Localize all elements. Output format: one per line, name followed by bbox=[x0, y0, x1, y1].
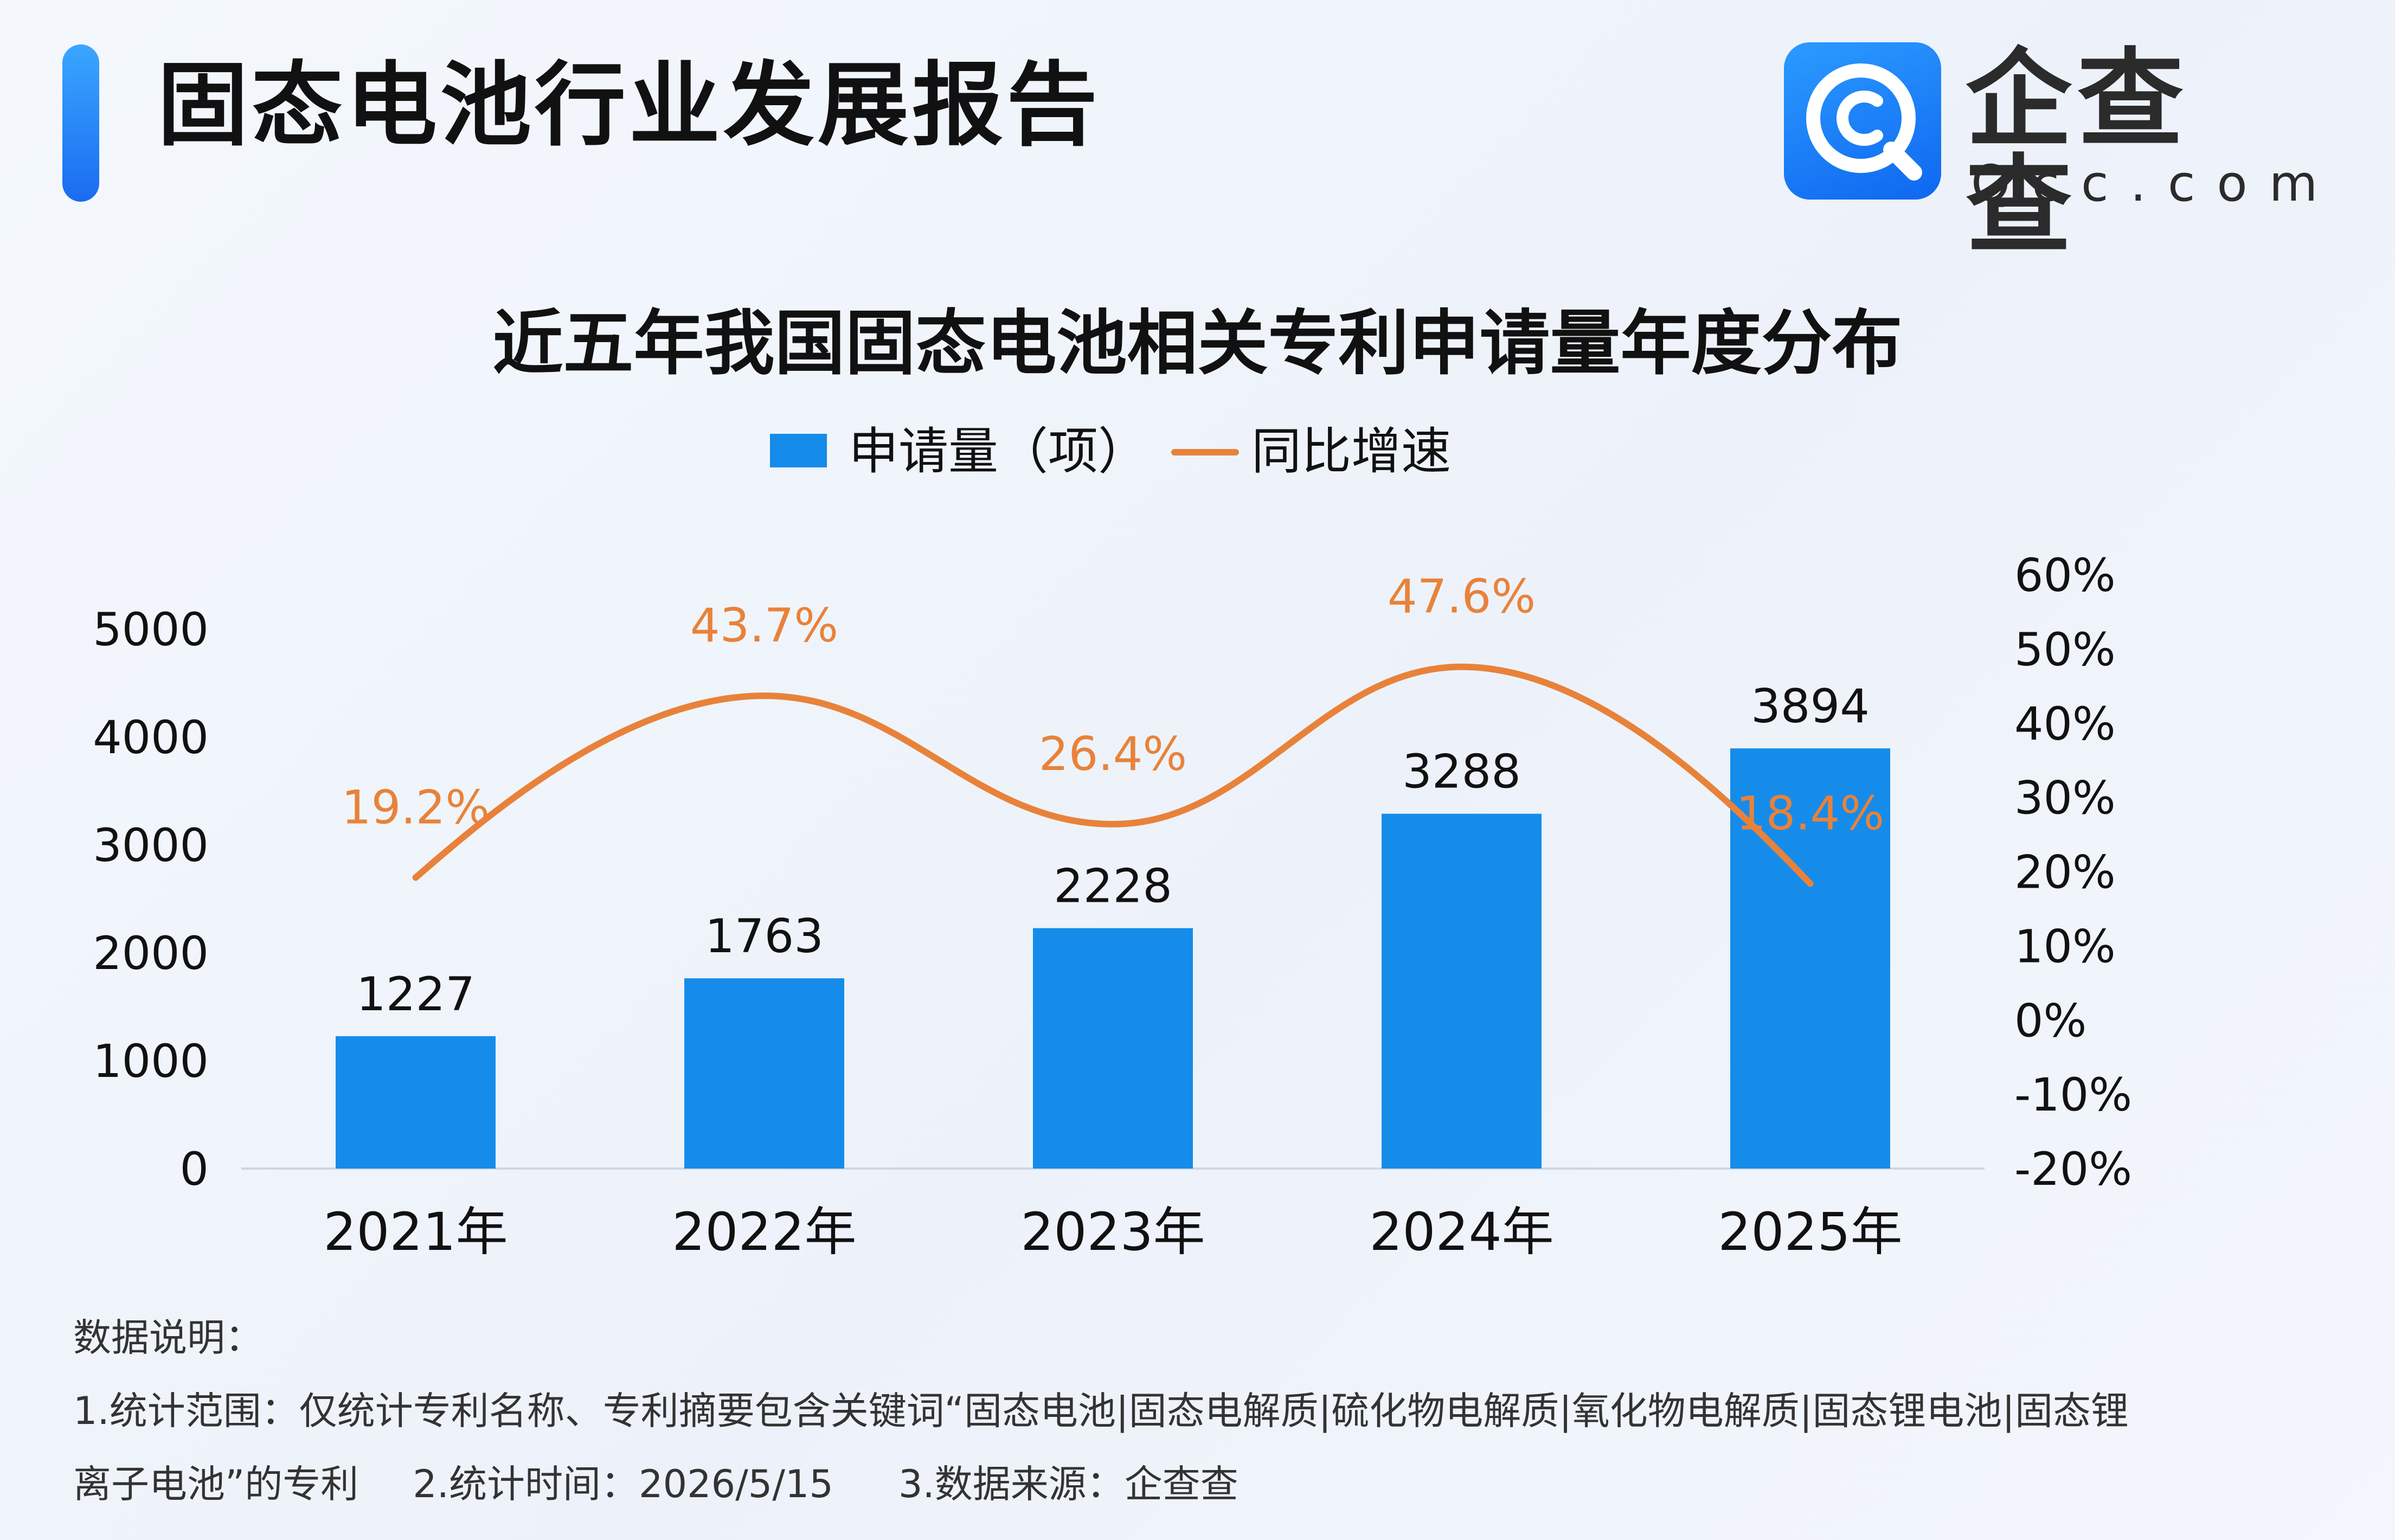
right-axis-tick-label: 30% bbox=[2014, 772, 2116, 825]
bar-value-label: 3894 bbox=[1751, 679, 1870, 734]
right-axis-ticks: -20% -10% 0% 10% 20% 30% 40% 50% 60% bbox=[2014, 549, 2132, 1196]
qcc-logo-icon bbox=[1784, 42, 1941, 200]
right-axis-tick-label: 60% bbox=[2014, 549, 2116, 602]
bar-value-label: 1227 bbox=[356, 967, 475, 1022]
bar-value-label: 2228 bbox=[1054, 859, 1172, 914]
line-value-label: 47.6% bbox=[1388, 570, 1536, 624]
x-axis-category-label: 2024年 bbox=[1369, 1202, 1553, 1262]
bar-3 bbox=[1033, 928, 1193, 1169]
right-axis-tick-label: 0% bbox=[2014, 994, 2086, 1047]
legend-swatch-line bbox=[1171, 449, 1239, 455]
bar-value-label: 3288 bbox=[1402, 745, 1521, 799]
left-axis-tick-label: 5000 bbox=[93, 603, 209, 656]
left-axis-tick-label: 1000 bbox=[93, 1035, 209, 1088]
growth-line bbox=[412, 663, 1814, 887]
right-axis-tick-label: 20% bbox=[2014, 846, 2116, 899]
line-value-label: 18.4% bbox=[1736, 786, 1884, 840]
notes-source: 3.数据来源：企查查 bbox=[898, 1462, 1238, 1506]
legend-label-line: 同比增速 bbox=[1251, 422, 1452, 480]
data-notes: 数据说明： 1.统计范围：仅统计专利名称、专利摘要包含关键词“固态电池|固态电解… bbox=[73, 1301, 2351, 1521]
x-axis-category-label: 2023年 bbox=[1020, 1202, 1205, 1262]
page-title: 固态电池行业发展报告 bbox=[157, 52, 1101, 158]
legend-swatch-bar bbox=[770, 434, 827, 467]
line-value-label: 43.7% bbox=[690, 599, 838, 653]
bar-4 bbox=[1382, 813, 1542, 1169]
line-value-label: 26.4% bbox=[1039, 727, 1187, 781]
bar-1 bbox=[336, 1036, 496, 1169]
right-axis-tick-label: -20% bbox=[2014, 1143, 2132, 1196]
left-axis-tick-label: 2000 bbox=[93, 927, 209, 980]
logo-name: 企查查 bbox=[1966, 38, 2189, 268]
line-value-labels: 19.2% 43.7% 26.4% 47.6% 18.4% bbox=[342, 570, 1884, 841]
x-axis-category-label: 2021年 bbox=[323, 1202, 508, 1262]
left-axis-tick-label: 3000 bbox=[93, 819, 209, 872]
right-axis-tick-label: 50% bbox=[2014, 623, 2116, 676]
brand-logo[interactable]: 企查查 Qcc.com bbox=[1784, 42, 2317, 259]
qcc-logo-glyph bbox=[1806, 63, 1922, 181]
left-axis-ticks: 0 1000 2000 3000 4000 5000 bbox=[93, 603, 209, 1196]
x-axis-category-label: 2025年 bbox=[1718, 1202, 1902, 1262]
header-accent-bar bbox=[62, 44, 99, 202]
bar-2 bbox=[684, 978, 844, 1169]
notes-scope-end: 离子电池”的专利 bbox=[73, 1462, 359, 1506]
bar-5 bbox=[1730, 748, 1890, 1169]
right-axis-tick-label: 40% bbox=[2014, 697, 2116, 750]
bar-series bbox=[336, 748, 1890, 1169]
x-axis-category-labels: 2021年 2022年 2023年 2024年 2025年 bbox=[323, 1202, 1902, 1262]
notes-line-1: 1.统计范围：仅统计专利名称、专利摘要包含关键词“固态电池|固态电解质|硫化物电… bbox=[73, 1389, 2129, 1433]
chart-title: 近五年我国固态电池相关专利申请量年度分布 bbox=[492, 302, 1903, 384]
left-axis-tick-label: 0 bbox=[180, 1143, 209, 1196]
logo-domain: Qcc.com bbox=[1971, 155, 2340, 213]
left-axis-tick-label: 4000 bbox=[93, 711, 209, 764]
x-axis-category-label: 2022年 bbox=[672, 1202, 856, 1262]
line-value-label: 19.2% bbox=[342, 780, 490, 835]
right-axis-tick-label: -10% bbox=[2014, 1068, 2132, 1121]
notes-stat-time: 2.统计时间：2026/5/15 bbox=[413, 1462, 833, 1506]
right-axis-tick-label: 10% bbox=[2014, 920, 2116, 973]
notes-line-2: 离子电池”的专利 2.统计时间：2026/5/15 3.数据来源：企查查 bbox=[73, 1448, 2351, 1521]
combo-chart: 0 1000 2000 3000 4000 5000 -20% -10% 0% 10% 20% 30… bbox=[93, 549, 2132, 1262]
bar-value-label: 1763 bbox=[705, 909, 824, 964]
bar-value-labels: 1227 1763 2228 3288 3894 bbox=[356, 679, 1870, 1022]
notes-heading: 数据说明： bbox=[73, 1316, 263, 1360]
legend-label-bar: 申请量（项） bbox=[849, 422, 1148, 480]
